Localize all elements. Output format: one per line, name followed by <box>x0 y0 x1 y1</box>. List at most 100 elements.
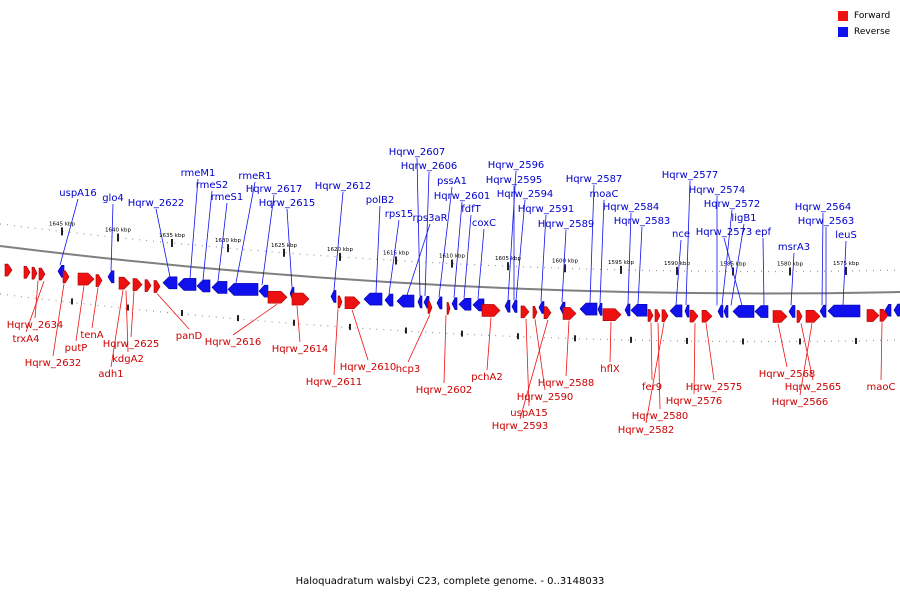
forward-gene-label: Hqrw_2590 <box>517 392 574 403</box>
scale-label: 1620 kbp <box>327 247 353 253</box>
forward-gene-label: fer9 <box>642 382 662 393</box>
forward-leader-line <box>645 322 665 424</box>
reverse-gene <box>511 300 518 313</box>
reverse-gene-label: msrA3 <box>778 242 810 253</box>
forward-leader-line <box>519 319 549 420</box>
forward-gene <box>427 301 433 314</box>
reverse-leader-line <box>155 208 171 277</box>
forward-gene <box>153 280 161 293</box>
forward-gene-label: Hqrw_2602 <box>416 385 473 396</box>
reverse-leader-line <box>589 184 595 304</box>
forward-gene-label: Hqrw_2576 <box>666 396 723 407</box>
forward-gene <box>4 263 13 277</box>
reverse-gene-label: Hqrw_2577 <box>662 170 719 181</box>
reverse-gene-label: Hqrw_2594 <box>497 189 554 200</box>
reverse-gene <box>330 290 337 303</box>
forward-gene-label: tenA <box>80 330 103 341</box>
reverse-leader-line <box>627 212 632 305</box>
scale-label: 1580 kbp <box>777 261 803 267</box>
forward-gene <box>95 274 103 287</box>
scale-label: 1630 kbp <box>215 238 241 244</box>
forward-gene <box>337 295 343 309</box>
reverse-gene <box>363 292 383 306</box>
forward-gene <box>701 309 713 323</box>
reverse-leader-line <box>477 228 485 299</box>
reverse-gene <box>630 303 648 317</box>
forward-gene-label: Hqrw_2616 <box>205 337 262 348</box>
reverse-leader-line <box>388 219 400 295</box>
scale-label: 1585 kbp <box>720 261 746 267</box>
forward-gene <box>446 302 451 315</box>
reverse-gene-label: Hqrw_2573 <box>696 227 753 238</box>
reverse-gene-label: nce <box>672 229 690 240</box>
scale-ticks <box>61 227 857 345</box>
reverse-gene <box>396 294 415 308</box>
reverse-gene <box>384 293 394 307</box>
reverse-leader-lines <box>59 157 847 306</box>
legend-label-reverse: Reverse <box>854 27 891 37</box>
reverse-leader-line <box>235 181 256 283</box>
forward-leader-line <box>156 293 190 330</box>
reverse-gene-label: rmeS2 <box>196 180 229 191</box>
forward-leader-line <box>232 303 278 336</box>
forward-leader-line <box>777 323 788 368</box>
forward-gene <box>77 272 95 286</box>
scale-label: 1595 kbp <box>608 260 634 266</box>
forward-gene-label: Hqrw_2565 <box>785 382 842 393</box>
reverse-gene-label: Hqrw_2564 <box>795 202 852 213</box>
reverse-leader-line <box>515 199 526 301</box>
forward-gene-label: Hqrw_2625 <box>103 339 160 350</box>
reverse-gene-label: Hqrw_2607 <box>389 147 446 158</box>
forward-gene <box>562 307 577 320</box>
forward-leader-line <box>693 323 696 395</box>
reverse-gene-label: rmeS1 <box>211 192 244 203</box>
reverse-gene <box>227 283 259 296</box>
forward-gene <box>38 267 46 281</box>
reverse-gene <box>624 303 631 317</box>
reverse-leader-line <box>730 223 745 306</box>
forward-gene-label: trxA4 <box>13 334 40 345</box>
reverse-leader-line <box>424 171 430 297</box>
forward-gene <box>866 309 880 322</box>
reverse-gene-label: pssA1 <box>437 176 467 187</box>
forward-gene-label: Hqrw_2632 <box>25 358 82 369</box>
reverse-gene <box>211 281 228 294</box>
forward-gene <box>532 305 538 319</box>
scale-label: 1590 kbp <box>664 261 690 267</box>
forward-leader-line <box>609 321 612 363</box>
reverse-gene-label: Hqrw_2587 <box>566 174 623 185</box>
forward-leader-line <box>657 322 661 410</box>
forward-gene-label: Hqrw_2582 <box>618 425 675 436</box>
reverse-gene-label: Hqrw_2617 <box>246 184 303 195</box>
reverse-gene-label: rps3aR <box>412 213 447 224</box>
reverse-gene <box>538 301 545 314</box>
genome-backbone <box>0 245 900 295</box>
reverse-gene-label: Hqrw_2584 <box>603 202 660 213</box>
reverse-gene-label: uspA16 <box>59 188 96 199</box>
reverse-leader-line <box>453 201 463 298</box>
forward-gene-label: Hqrw_2575 <box>686 382 743 393</box>
reverse-leader-line <box>675 239 682 305</box>
forward-gene <box>647 309 654 322</box>
scale-label: 1615 kbp <box>383 251 409 257</box>
reverse-gene-label: Hqrw_2583 <box>614 216 671 227</box>
reverse-swatch <box>838 27 848 37</box>
forward-gene <box>291 292 310 306</box>
forward-gene-label: Hqrw_2610 <box>340 362 397 373</box>
reverse-leader-line <box>375 205 381 294</box>
reverse-gene <box>451 297 458 311</box>
reverse-gene <box>669 304 683 318</box>
forward-gene-label: putP <box>65 343 88 354</box>
scale-labels: 1645 kbp 1640 kbp 1635 kbp 1630 kbp 1625 kbp… <box>49 221 859 267</box>
reverse-leader-line <box>821 212 824 306</box>
reverse-leader-line <box>540 214 547 302</box>
forward-gene-label: Hqrw_2593 <box>492 421 549 432</box>
reverse-leader-line <box>842 240 847 306</box>
reverse-gene-label: Hqrw_2606 <box>401 161 458 172</box>
reverse-leader-line <box>286 208 293 288</box>
reverse-leader-line <box>463 214 472 299</box>
legend-item-reverse: Reverse <box>838 24 898 40</box>
reverse-leader-line <box>507 170 517 301</box>
scale-label: 1600 kbp <box>552 258 578 264</box>
forward-genes <box>4 263 889 323</box>
